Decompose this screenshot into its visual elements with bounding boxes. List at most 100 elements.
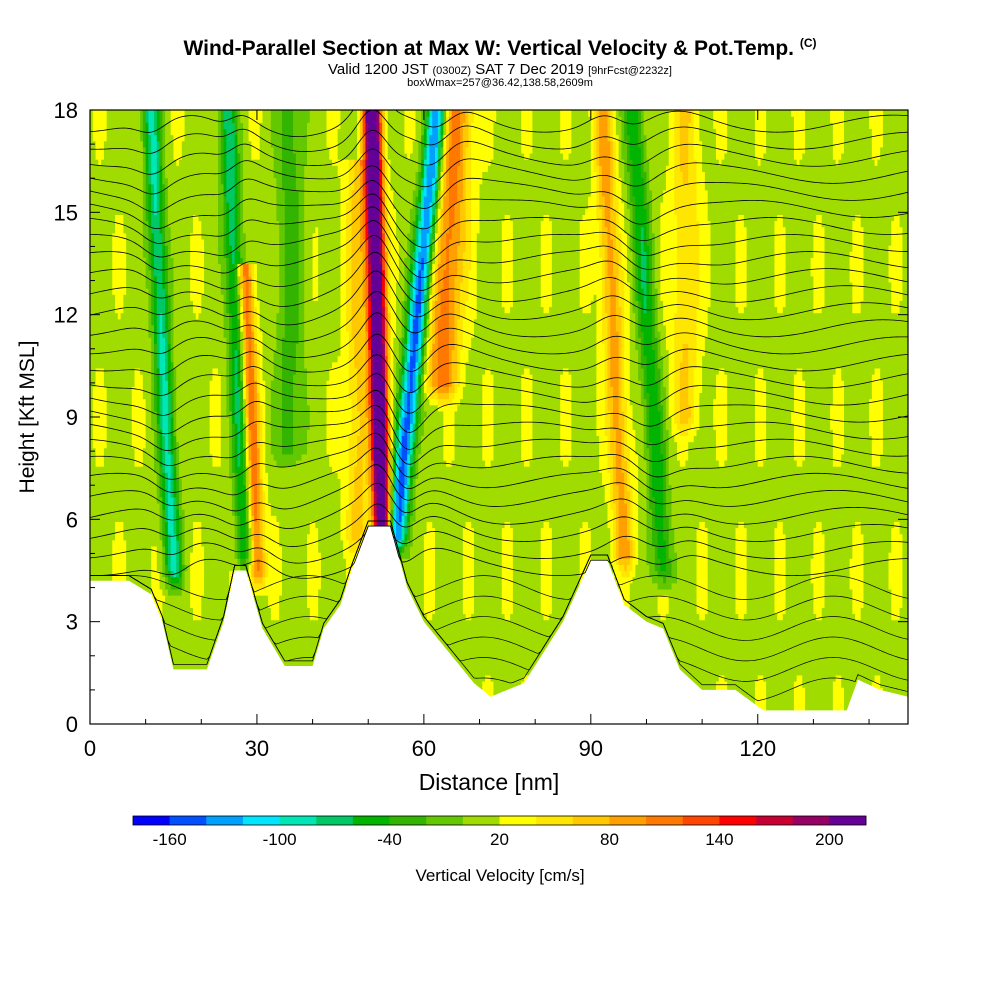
w-cell: [128, 490, 133, 498]
w-cell: [98, 195, 102, 203]
w-cell: [128, 220, 133, 228]
w-cell: [95, 410, 99, 418]
w-cell: [170, 128, 175, 136]
w-cell: [90, 122, 94, 130]
w-cell: [162, 447, 166, 455]
w-cell: [115, 539, 119, 547]
w-cell: [98, 343, 102, 351]
w-cell: [117, 214, 122, 222]
w-cell: [123, 417, 127, 424]
w-cell: [176, 220, 180, 228]
w-cell: [153, 288, 158, 295]
w-cell: [190, 202, 194, 209]
w-cell: [128, 367, 133, 375]
w-cell: [101, 435, 105, 443]
w-cell: [95, 195, 99, 203]
w-cell: [126, 410, 130, 418]
w-cell: [131, 576, 136, 584]
w-cell: [123, 404, 127, 412]
w-cell: [92, 263, 97, 271]
w-cell: [173, 165, 177, 172]
w-cell: [145, 453, 150, 461]
w-cell: [123, 275, 127, 283]
w-cell: [115, 533, 119, 541]
w-cell: [162, 146, 166, 154]
w-cell: [90, 165, 94, 172]
w-cell: [148, 324, 152, 332]
w-cell: [195, 128, 200, 136]
w-cell: [131, 429, 136, 437]
w-cell: [159, 128, 163, 136]
w-cell: [103, 183, 108, 191]
w-cell: [95, 527, 99, 535]
w-cell: [128, 214, 133, 222]
w-cell: [95, 337, 99, 344]
w-cell: [181, 300, 186, 308]
w-cell: [140, 134, 144, 142]
w-cell: [162, 110, 166, 117]
w-cell: [106, 386, 111, 394]
w-cell: [190, 294, 194, 301]
w-cell: [115, 146, 119, 154]
w-cell: [101, 545, 105, 553]
w-cell: [190, 128, 194, 136]
w-cell: [90, 238, 94, 246]
w-cell: [134, 539, 138, 547]
w-cell: [137, 171, 141, 179]
w-cell: [192, 509, 197, 516]
w-cell: [179, 447, 183, 455]
w-cell: [151, 214, 155, 222]
w-cell: [167, 417, 172, 424]
w-cell: [115, 152, 119, 160]
w-cell: [120, 232, 124, 240]
w-cell: [187, 447, 191, 455]
w-cell: [201, 472, 205, 479]
w-cell: [90, 564, 94, 572]
w-cell: [123, 300, 127, 308]
w-cell: [156, 189, 161, 197]
w-cell: [145, 552, 150, 559]
w-cell: [162, 152, 166, 160]
w-cell: [195, 177, 200, 185]
w-cell: [128, 466, 133, 473]
w-cell: [106, 484, 111, 492]
w-cell: [131, 331, 136, 338]
w-cell: [162, 453, 166, 461]
w-cell: [159, 281, 163, 289]
w-cell: [117, 238, 122, 246]
w-cell: [176, 417, 180, 424]
w-cell: [90, 441, 94, 449]
w-cell: [170, 466, 175, 473]
w-cell: [126, 110, 130, 117]
w-cell: [123, 110, 127, 117]
w-cell: [126, 189, 130, 197]
w-cell: [192, 601, 197, 608]
w-cell: [126, 343, 130, 351]
w-cell: [184, 459, 188, 467]
w-cell: [103, 195, 108, 203]
w-cell: [115, 306, 119, 314]
w-cell: [92, 202, 97, 209]
w-cell: [115, 318, 119, 326]
w-cell: [151, 208, 155, 215]
w-cell: [148, 251, 152, 258]
w-cell: [137, 343, 141, 351]
w-cell: [167, 496, 172, 504]
w-cell: [187, 595, 191, 602]
w-cell: [167, 324, 172, 332]
w-cell: [109, 306, 113, 314]
w-cell: [201, 570, 205, 578]
w-cell: [179, 545, 183, 553]
w-cell: [151, 502, 155, 510]
w-cell: [123, 564, 127, 572]
w-cell: [92, 435, 97, 443]
w-cell: [190, 601, 194, 608]
w-cell: [187, 361, 191, 369]
w-cell: [117, 355, 122, 363]
w-cell: [106, 146, 111, 154]
w-cell: [128, 527, 133, 535]
w-cell: [162, 220, 166, 228]
w-cell: [162, 386, 166, 394]
w-cell: [101, 490, 105, 498]
w-cell: [176, 527, 180, 535]
